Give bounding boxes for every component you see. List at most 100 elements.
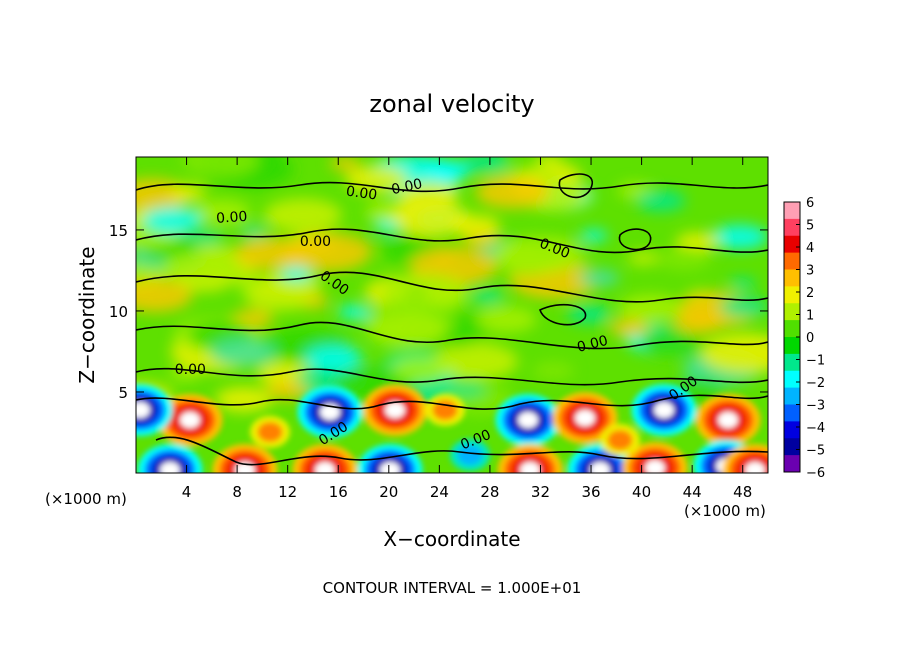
colorbar-tick-label: 5	[806, 219, 814, 234]
field-blob	[181, 157, 260, 178]
field-blob	[719, 296, 768, 318]
colorbar-tick-label: −2	[806, 376, 825, 391]
colorbar-tick-label: −3	[806, 399, 825, 414]
field-blob	[389, 201, 471, 237]
field-extremum	[590, 462, 610, 473]
contour-line	[136, 228, 768, 254]
colorbar: 6 5 4 3 2 1 0 −1 −2 −3 −4 −5 −6	[783, 196, 825, 481]
field-blob	[169, 184, 206, 201]
colorbar-tick-label: 0	[806, 331, 814, 346]
colorbar-swatch	[784, 269, 800, 287]
field-blob	[673, 311, 725, 334]
field-blob	[330, 157, 360, 171]
colorbar-swatch	[784, 387, 800, 405]
field-blob	[536, 157, 564, 165]
field-blob	[338, 305, 371, 320]
field-blob	[476, 306, 537, 333]
field-blob	[367, 312, 447, 347]
x-tick-label: 20	[379, 483, 398, 501]
field-extremum	[257, 422, 283, 442]
field-extremum	[180, 412, 200, 428]
colorbar-swatch	[784, 421, 800, 439]
field-blob	[392, 357, 449, 382]
field-blob	[280, 266, 313, 281]
field-blob	[398, 182, 459, 209]
colorbar-swatch	[784, 337, 800, 355]
field-blob	[475, 176, 550, 209]
field-extremum	[457, 445, 483, 465]
field-blob	[244, 281, 314, 312]
plot-frame	[135, 156, 769, 474]
field-blob	[281, 232, 372, 272]
colorbar-tick-label: 3	[806, 264, 814, 279]
x-unit-label: (×1000 m)	[45, 490, 127, 508]
field-extremum	[136, 402, 150, 418]
field-blob	[266, 381, 310, 400]
x-tick-label: 24	[430, 483, 449, 501]
x-tick-label: 4	[182, 483, 192, 501]
field-blob	[609, 318, 649, 337]
contour-label: 0.00	[175, 362, 206, 378]
contour-line	[558, 173, 593, 199]
field-blob	[494, 235, 579, 274]
contour-line	[539, 303, 587, 326]
field-blob	[161, 251, 241, 286]
y-axis-label: Z−coordinate	[75, 246, 99, 383]
field-blob	[577, 268, 620, 288]
field-extremum	[745, 462, 765, 473]
field-blob	[141, 206, 203, 234]
field-blob	[345, 165, 408, 193]
field-blob	[462, 157, 511, 174]
contour-line	[618, 228, 652, 251]
field-blob	[657, 247, 711, 271]
colorbar-swatch	[784, 303, 800, 321]
colorbar-tick-label: −6	[806, 466, 825, 481]
field-blob	[239, 225, 268, 238]
field-blob	[210, 338, 277, 368]
y-axis: 5 10 15	[109, 222, 768, 402]
colorbar-swatch	[784, 202, 800, 220]
colorbar-swatch	[784, 235, 800, 254]
colorbar-swatch	[784, 455, 800, 473]
chart-title: zonal velocity	[369, 90, 534, 118]
colorbar-swatch	[784, 320, 800, 338]
x-tick-label: 32	[531, 483, 550, 501]
contour-label: 0.00	[300, 234, 331, 250]
field-blob	[190, 230, 224, 245]
colorbar-swatch	[784, 370, 800, 389]
x-tick-label: 40	[632, 483, 651, 501]
field-blob	[580, 229, 608, 242]
y-tick-label: 15	[109, 222, 128, 240]
x-axis-label: X−coordinate	[383, 527, 520, 551]
field-extremum	[320, 404, 340, 420]
contour-line	[136, 181, 768, 193]
x-tick-label: 8	[232, 483, 242, 501]
plot-area	[136, 157, 768, 473]
x-unit-label-right: (×1000 m)	[684, 502, 766, 520]
x-tick-label: 16	[329, 483, 348, 501]
x-tick-label: 48	[733, 483, 752, 501]
colorbar-tick-label: 2	[806, 286, 814, 301]
field-blob	[700, 333, 768, 374]
field-blob	[453, 382, 486, 396]
field-blob	[675, 232, 719, 252]
colorbar-swatch	[784, 404, 800, 422]
y-tick-label: 5	[118, 384, 128, 402]
y-tick-label: 10	[109, 303, 128, 321]
field-extremum	[385, 402, 405, 418]
contour-label: 0.00	[216, 209, 248, 227]
x-tick-label: 36	[581, 483, 600, 501]
colorbar-swatch	[784, 218, 800, 237]
field-blob	[627, 251, 660, 266]
field-blob	[635, 189, 686, 212]
contour-line	[155, 436, 768, 466]
colorbar-tick-label: −1	[806, 354, 825, 369]
field-blob	[432, 342, 518, 380]
contour-line	[136, 321, 768, 350]
colorbar-tick-label: −5	[806, 444, 825, 459]
field-blob	[711, 224, 768, 250]
x-tick-label: 44	[683, 483, 702, 501]
contour-line	[136, 271, 768, 303]
field-extremum	[654, 402, 674, 418]
